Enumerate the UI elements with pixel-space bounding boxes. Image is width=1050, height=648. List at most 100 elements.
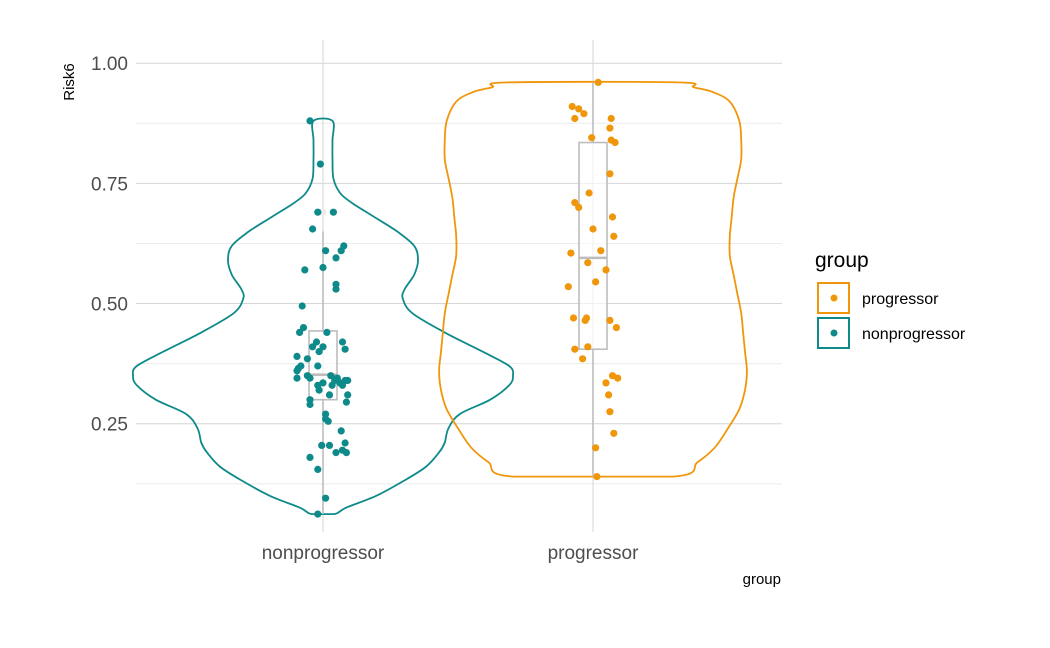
violin-progressor [438, 80, 748, 478]
boxplots [308, 82, 608, 515]
legend-title: group [815, 249, 869, 272]
data-point-progressor [606, 316, 614, 324]
box-outlier [319, 208, 327, 216]
violin-nonprogressor [131, 117, 515, 515]
data-point-nonprogressor [319, 263, 327, 272]
data-point-progressor [564, 283, 572, 291]
data-point-progressor [592, 444, 600, 452]
data-point-nonprogressor [325, 391, 334, 399]
data-point-nonprogressor [332, 449, 340, 457]
data-point-progressor [575, 203, 583, 211]
data-point-progressor [602, 266, 610, 274]
data-point-nonprogressor [306, 374, 314, 382]
data-point-nonprogressor [338, 446, 347, 454]
data-point-nonprogressor [329, 208, 337, 216]
data-point-progressor [567, 249, 575, 257]
x-tick-label: progressor [548, 543, 639, 564]
data-point-nonprogressor [293, 367, 301, 375]
data-point-nonprogressor [297, 362, 305, 370]
jitter-points [293, 78, 622, 518]
data-point-progressor [606, 408, 614, 416]
data-point-progressor [606, 124, 614, 132]
data-point-nonprogressor [306, 453, 314, 461]
data-point-progressor [581, 316, 589, 324]
data-point-nonprogressor [301, 266, 309, 274]
y-tick-label: 0.75 [91, 174, 128, 195]
data-point-nonprogressor [306, 117, 314, 125]
legend: group progressor nonprogressor [815, 249, 966, 349]
data-point-progressor [585, 189, 593, 197]
violins [131, 80, 748, 515]
data-point-nonprogressor [332, 254, 340, 262]
data-point-nonprogressor [293, 374, 301, 382]
x-axis-title: group [743, 571, 781, 588]
tick-labels: 0.25 0.50 0.75 1.00 nonprogressor progressor [91, 54, 639, 564]
data-point-nonprogressor [344, 391, 352, 399]
data-point-progressor [610, 232, 618, 240]
data-point-progressor [611, 138, 619, 147]
data-point-nonprogressor [314, 510, 322, 518]
data-point-nonprogressor [338, 381, 347, 389]
data-point-nonprogressor [338, 338, 347, 346]
data-point-progressor [580, 110, 588, 118]
data-point-nonprogressor [322, 494, 330, 502]
data-point-nonprogressor [315, 386, 323, 394]
data-point-progressor [569, 314, 578, 322]
data-point-nonprogressor [318, 441, 326, 449]
data-point-progressor [610, 429, 618, 437]
data-point-nonprogressor [341, 439, 349, 447]
data-point-progressor [605, 391, 613, 399]
data-point-progressor [614, 374, 622, 382]
legend-key-nonprogressor [817, 317, 850, 349]
legend-label-nonprogressor: nonprogressor [862, 326, 966, 343]
data-point-nonprogressor [299, 324, 308, 332]
legend-label-progressor: progressor [862, 291, 939, 308]
data-point-progressor [592, 278, 600, 286]
y-tick-label: 0.25 [91, 415, 128, 436]
data-point-nonprogressor [337, 247, 345, 255]
data-point-progressor [584, 259, 592, 267]
data-point-progressor [571, 199, 579, 207]
data-point-progressor [597, 247, 605, 255]
data-point-progressor [607, 114, 615, 123]
data-point-nonprogressor [324, 417, 332, 425]
box-iqr [578, 141, 608, 351]
data-point-nonprogressor [316, 160, 324, 168]
data-point-progressor [594, 78, 602, 86]
data-point-nonprogressor [296, 328, 304, 336]
data-point-nonprogressor [319, 379, 327, 387]
data-point-progressor [584, 343, 592, 351]
data-point-nonprogressor [314, 362, 322, 370]
data-point-nonprogressor [328, 381, 336, 389]
legend-dot-progressor [830, 294, 838, 302]
data-point-nonprogressor [319, 343, 327, 351]
data-point-nonprogressor [314, 208, 322, 216]
data-point-nonprogressor [337, 427, 345, 435]
data-point-progressor [575, 105, 583, 113]
data-point-nonprogressor [293, 352, 301, 360]
grid-lines [136, 40, 782, 532]
data-point-nonprogressor [309, 343, 317, 351]
x-tick-label: nonprogressor [262, 543, 385, 564]
data-point-progressor [608, 213, 617, 221]
data-point-nonprogressor [325, 441, 334, 449]
data-point-progressor [579, 355, 587, 363]
data-point-progressor [588, 134, 596, 142]
data-point-progressor [593, 473, 601, 481]
data-point-nonprogressor [312, 338, 321, 346]
data-point-progressor [571, 114, 579, 123]
data-point-nonprogressor [303, 355, 311, 363]
data-point-nonprogressor [332, 285, 340, 293]
data-point-nonprogressor [306, 400, 314, 409]
data-point-progressor [568, 102, 576, 111]
data-point-progressor [602, 379, 610, 387]
data-point-progressor [571, 345, 579, 353]
data-point-nonprogressor [327, 372, 335, 380]
data-point-progressor [589, 225, 597, 233]
legend-dot-nonprogressor [830, 329, 838, 337]
data-point-nonprogressor [309, 225, 317, 233]
y-tick-label: 1.00 [91, 54, 128, 75]
data-point-progressor [612, 324, 621, 332]
data-point-nonprogressor [342, 398, 350, 406]
